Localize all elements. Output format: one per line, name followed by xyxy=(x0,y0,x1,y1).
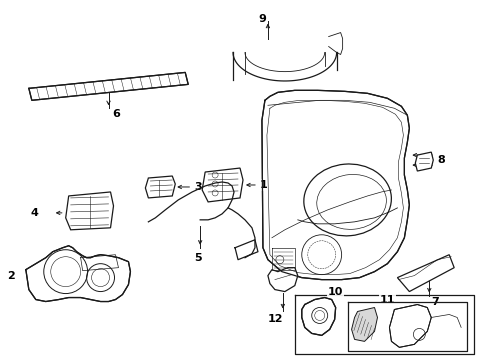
Polygon shape xyxy=(397,255,454,292)
Polygon shape xyxy=(390,305,431,347)
Text: 6: 6 xyxy=(113,109,121,119)
Text: 3: 3 xyxy=(194,182,202,192)
Polygon shape xyxy=(26,246,130,302)
Polygon shape xyxy=(268,268,298,292)
Text: 9: 9 xyxy=(258,14,266,24)
Text: 11: 11 xyxy=(379,294,395,305)
Text: 7: 7 xyxy=(431,297,439,306)
Polygon shape xyxy=(66,192,114,230)
Text: 10: 10 xyxy=(328,287,343,297)
Polygon shape xyxy=(302,298,336,336)
Polygon shape xyxy=(202,168,243,202)
Polygon shape xyxy=(146,176,175,198)
Text: 1: 1 xyxy=(260,180,268,190)
Polygon shape xyxy=(416,152,433,171)
Text: 2: 2 xyxy=(7,271,15,281)
Text: 8: 8 xyxy=(437,155,445,165)
Polygon shape xyxy=(262,90,409,280)
Text: 12: 12 xyxy=(268,314,283,324)
Polygon shape xyxy=(29,72,188,100)
Text: 4: 4 xyxy=(31,208,39,218)
Text: 5: 5 xyxy=(194,253,202,263)
Polygon shape xyxy=(352,307,377,341)
